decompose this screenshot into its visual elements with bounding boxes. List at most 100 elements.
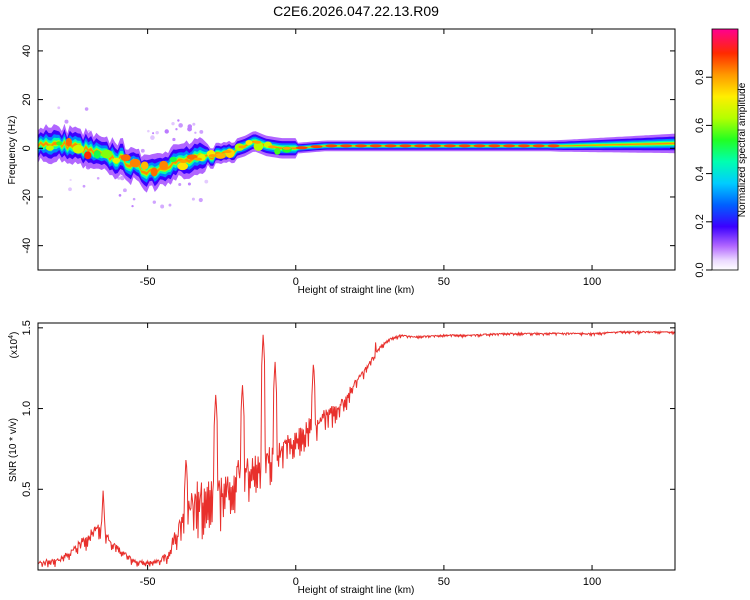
snr-scale-base: (x10 xyxy=(9,338,20,358)
spectrogram-blob xyxy=(169,156,177,163)
spectrogram-xtick-label: 100 xyxy=(583,276,601,288)
spectrogram-core xyxy=(399,144,412,148)
spectrogram-band xyxy=(38,136,675,180)
colorbar-tick-label: 0.4 xyxy=(694,166,706,181)
spectrogram-blob xyxy=(225,148,235,159)
spectrogram-core xyxy=(414,144,427,148)
spectrogram-noise-dot xyxy=(204,179,209,184)
spectrogram-blob xyxy=(215,153,226,159)
spectrogram-noise-dot xyxy=(119,175,125,181)
spectrogram-core xyxy=(473,144,486,148)
spectrogram-noise-dot xyxy=(187,126,192,132)
spectrogram-noise-dot xyxy=(122,188,127,193)
spectrogram-core xyxy=(503,144,516,148)
spectrogram-xtick-label: -50 xyxy=(140,276,156,288)
spectrogram-noise-dot xyxy=(198,197,203,203)
spectrogram-noise-dot xyxy=(152,200,157,204)
snr-scale-close: ) xyxy=(9,332,20,335)
colorbar-axes: 0.0 0.2 0.4 0.6 0.8 xyxy=(694,70,712,278)
spectrogram-ytick-label: 0 xyxy=(21,145,33,151)
spectrogram-core xyxy=(429,144,442,148)
spectrogram-frame xyxy=(37,28,676,271)
spectrogram-noise-dot xyxy=(64,119,69,124)
spectrogram-core xyxy=(310,145,323,149)
spectrogram-blob xyxy=(120,154,131,162)
spectrogram-core xyxy=(340,144,353,148)
spectrogram-noise-dot xyxy=(140,148,145,153)
colorbar-tick-label: 0.2 xyxy=(694,214,706,229)
spectrogram-blob xyxy=(112,157,121,164)
spectrogram-noise-dot xyxy=(132,197,136,201)
spectrogram-blob xyxy=(72,144,85,154)
spectrogram-noise-dot xyxy=(168,203,172,207)
spectrogram-blob xyxy=(150,167,158,177)
spectrogram-ylabel: Frequency (Hz) xyxy=(7,116,18,185)
snr-axes: -50 0 50 100 0.5 1.0 1.5 xyxy=(21,320,675,588)
spectrogram-noise-dot xyxy=(69,178,72,182)
spectrogram-ytick-label: 20 xyxy=(21,93,33,105)
spectrogram-noise-dot xyxy=(57,106,61,110)
snr-xtick-label: 100 xyxy=(583,576,601,588)
spectrogram-xlabel: Height of straight line (km) xyxy=(298,285,415,296)
spectrogram-noise-dot xyxy=(199,129,204,134)
spectrogram-core xyxy=(208,154,217,158)
spectrogram-blob xyxy=(245,139,253,146)
spectrogram-noise-dot xyxy=(160,204,165,209)
spectrogram-core xyxy=(458,144,471,148)
colorbar-tick-label: 0.0 xyxy=(694,262,706,277)
snr-ytick-label: 1.5 xyxy=(21,320,33,335)
spectrogram-noise-dot xyxy=(131,204,134,208)
spectrogram-noise-dot xyxy=(68,187,72,192)
spectrogram-noise-dot xyxy=(178,182,182,187)
spectrogram-noise-dot xyxy=(175,128,178,131)
snr-scale-label: (x104) xyxy=(8,332,20,359)
snr-series-line xyxy=(38,330,675,568)
spectrogram-core xyxy=(532,144,545,148)
colorbar-tick-label: 0.6 xyxy=(694,118,706,133)
spectrogram-blob xyxy=(159,160,169,170)
spectrogram-noise-dot xyxy=(152,132,155,135)
spectrogram-core xyxy=(253,140,262,144)
spectrogram-ytick-label: -20 xyxy=(21,189,33,205)
spectrogram-xtick-label: 50 xyxy=(438,276,450,288)
spectrogram-noise-dot xyxy=(147,129,150,133)
snr-ytick-label: 0.5 xyxy=(21,482,33,497)
figure-title: C2E6.2026.047.22.13.R09 xyxy=(273,3,439,19)
spectrogram-ytick-label: 40 xyxy=(21,45,33,57)
spectrogram-blob xyxy=(65,137,72,147)
spectrogram-noise-dot xyxy=(155,130,159,135)
spectrogram-blob xyxy=(84,151,92,160)
spectrogram-core xyxy=(354,144,367,148)
spectrogram-core xyxy=(193,157,202,161)
spectrogram-core xyxy=(268,145,277,149)
spectrogram-core xyxy=(369,144,382,148)
spectrogram-noise-dot xyxy=(192,122,196,126)
spectrogram-noise-dot xyxy=(87,129,91,133)
spectrogram-core xyxy=(223,150,232,154)
spectrogram-noise-dot xyxy=(177,119,180,122)
spectrogram-axes: -50 0 50 100 -40 -20 0 20 40 xyxy=(21,29,675,288)
snr-xtick-label: 50 xyxy=(438,576,450,588)
spectrogram-noise-dot xyxy=(118,194,122,197)
spectrogram-heatmap xyxy=(38,106,675,209)
spectrogram-blob xyxy=(274,147,281,155)
spectrogram-core xyxy=(325,144,338,148)
snr-xtick-label: -50 xyxy=(140,576,156,588)
spectrogram-core xyxy=(295,146,308,150)
spectrogram-core xyxy=(282,146,291,150)
spectrogram-blob xyxy=(101,149,113,159)
colorbar xyxy=(711,28,739,271)
spectrogram-blob xyxy=(177,162,189,171)
spectrogram-noise-dot xyxy=(178,123,183,128)
spectrogram-noise-dot xyxy=(187,182,191,186)
spectrogram-noise-dot xyxy=(96,176,100,180)
spectrogram-noise-dot xyxy=(194,131,197,134)
spectrogram-noise-dot xyxy=(150,135,155,140)
spectrogram-noise-dot xyxy=(117,176,121,180)
spectrogram-core xyxy=(488,144,501,148)
snr-xtick-label: 0 xyxy=(293,576,299,588)
spectrogram-core xyxy=(179,159,188,163)
spectrogram-core xyxy=(547,144,560,148)
snr-xlabel: Height of straight line (km) xyxy=(298,585,415,596)
